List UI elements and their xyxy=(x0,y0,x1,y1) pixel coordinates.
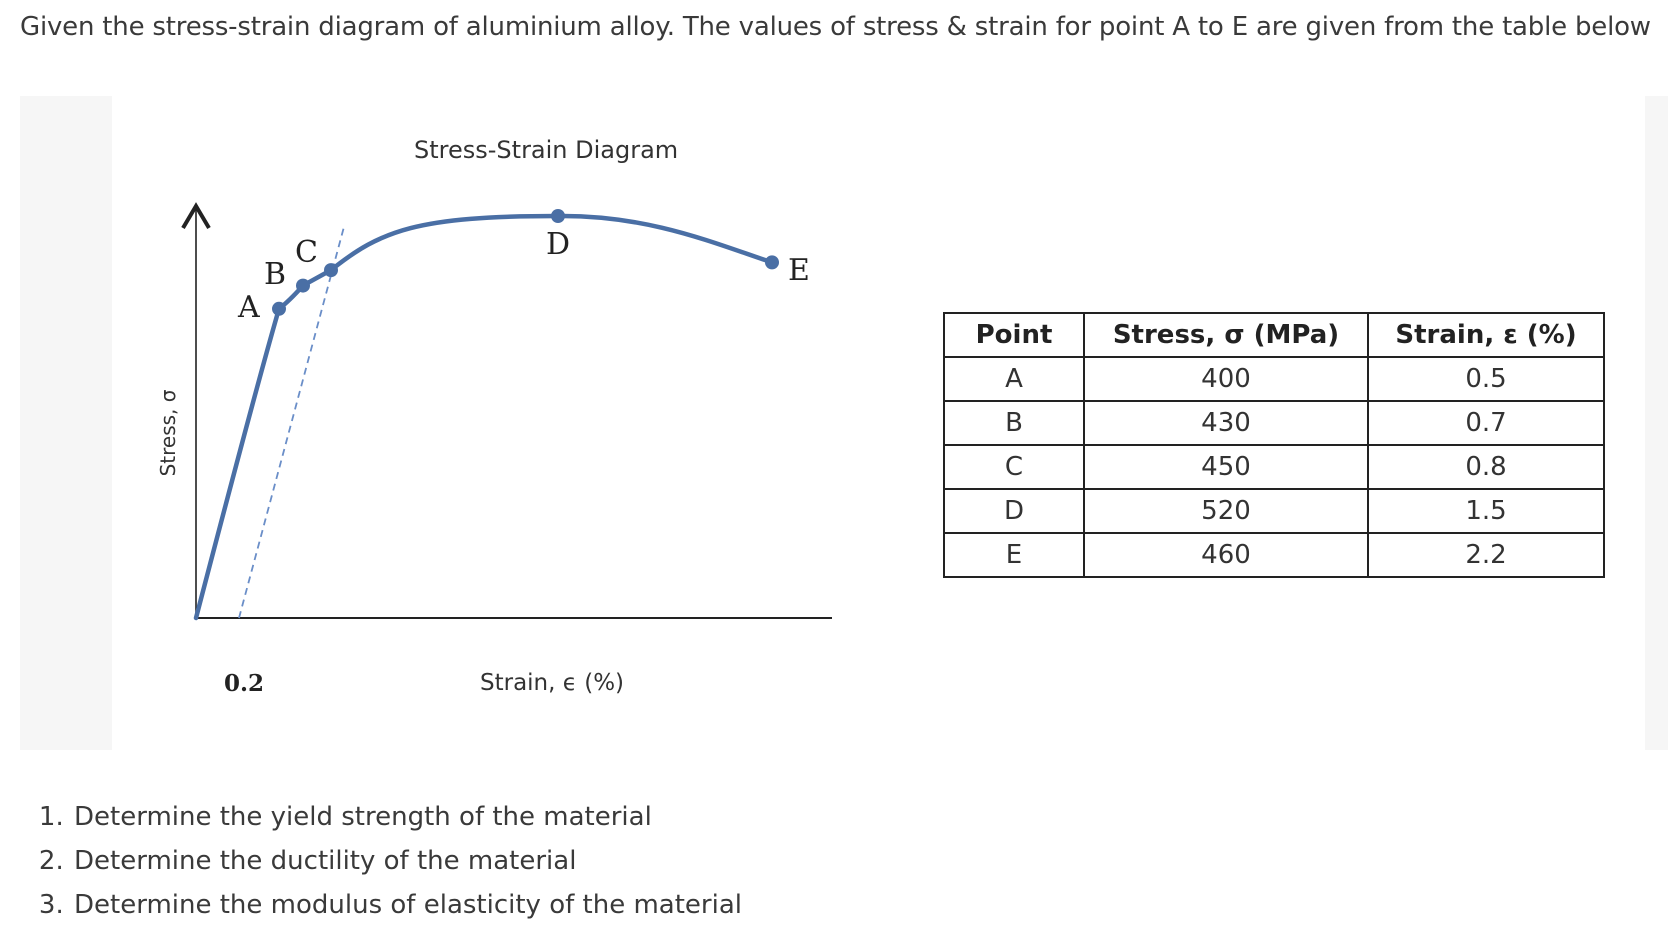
table-row: C 450 0.8 xyxy=(943,444,1605,490)
y-axis-arrowhead xyxy=(181,202,211,230)
table-header: Point xyxy=(943,312,1085,358)
table-cell: E xyxy=(943,532,1085,578)
table-cell: 450 xyxy=(1083,444,1369,490)
stress-strain-curve xyxy=(193,213,775,621)
table-cell: A xyxy=(943,356,1085,402)
table-cell: 520 xyxy=(1083,488,1369,534)
table-cell: 0.5 xyxy=(1367,356,1605,402)
data-point-b xyxy=(296,278,310,293)
problem-statement: Given the stress-strain diagram of alumi… xyxy=(20,12,1651,42)
figure-left-margin xyxy=(20,96,112,750)
question-item: Determine the ductility of the material xyxy=(72,839,742,883)
point-label-a: A xyxy=(238,289,260,325)
question-list: Determine the yield strength of the mate… xyxy=(32,795,742,927)
table-row: B 430 0.7 xyxy=(943,400,1605,446)
point-label-d: D xyxy=(546,227,571,262)
table-header: Strain, ε (%) xyxy=(1367,312,1605,358)
data-point-c xyxy=(324,263,338,278)
stress-strain-table: Point Stress, σ (MPa) Strain, ε (%) A 40… xyxy=(943,312,1605,578)
table-cell: D xyxy=(943,488,1085,534)
table-cell: 0.8 xyxy=(1367,444,1605,490)
table-row: D 520 1.5 xyxy=(943,488,1605,534)
y-axis-label: Stress, σ xyxy=(156,389,180,477)
offset-line xyxy=(238,226,345,619)
table-cell: 430 xyxy=(1083,400,1369,446)
figure-panel: Stress-Strain Diagram Stress, σ Strain, … xyxy=(112,96,1645,750)
table-cell: 460 xyxy=(1083,532,1369,578)
table-cell: B xyxy=(943,400,1085,446)
table-cell: 1.5 xyxy=(1367,488,1605,534)
table-cell: C xyxy=(943,444,1085,490)
chart-title: Stress-Strain Diagram xyxy=(414,136,679,164)
table-cell: 2.2 xyxy=(1367,532,1605,578)
table-header: Stress, σ (MPa) xyxy=(1083,312,1369,358)
question-item: Determine the yield strength of the mate… xyxy=(72,795,742,839)
figure-right-margin xyxy=(1645,96,1668,750)
table-row: E 460 2.2 xyxy=(943,532,1605,578)
data-point-a xyxy=(272,301,286,316)
point-label-e: E xyxy=(788,253,810,289)
stress-strain-chart xyxy=(181,202,832,621)
point-label-c: C xyxy=(295,235,318,271)
data-point-e xyxy=(765,255,779,270)
question-item: Determine the modulus of elasticity of t… xyxy=(72,883,742,927)
table-row: A 400 0.5 xyxy=(943,356,1605,402)
table-cell: 0.7 xyxy=(1367,400,1605,446)
x-tick-label: 0.2 xyxy=(224,670,265,697)
x-axis-label: Strain, ϵ (%) xyxy=(480,670,625,696)
table-cell: 400 xyxy=(1083,356,1369,402)
data-point-d xyxy=(551,209,565,223)
table-header-row: Point Stress, σ (MPa) Strain, ε (%) xyxy=(943,312,1605,358)
point-label-b: B xyxy=(264,256,287,292)
